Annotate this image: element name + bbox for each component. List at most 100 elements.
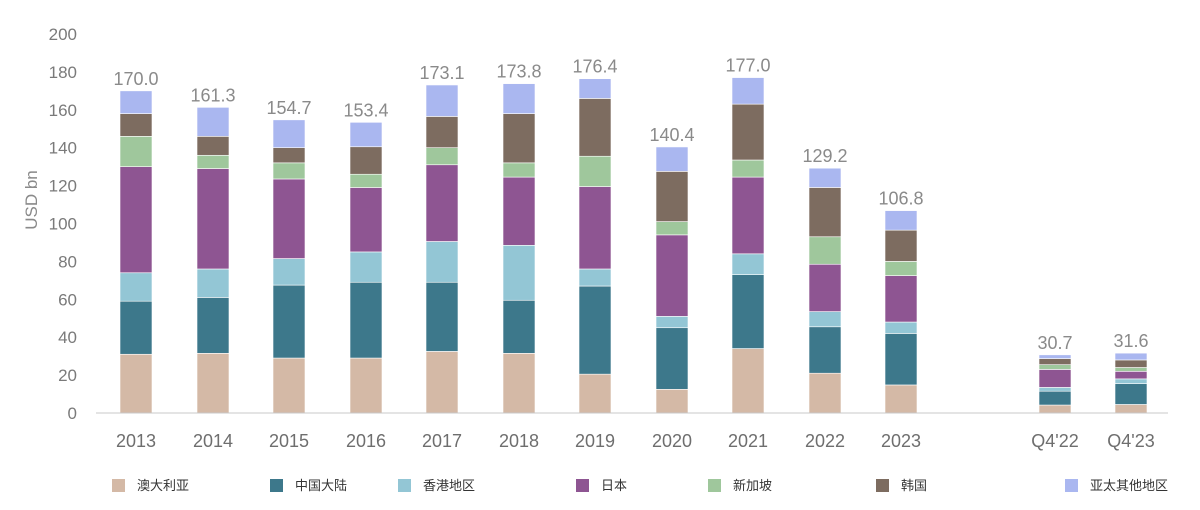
bar-segment bbox=[119, 353, 153, 414]
y-tick-label: 200 bbox=[49, 25, 77, 44]
y-tick-label: 120 bbox=[49, 177, 77, 196]
bar-stack bbox=[1114, 352, 1148, 414]
x-tick-label: 2015 bbox=[269, 431, 309, 451]
total-label: 153.4 bbox=[343, 100, 388, 120]
legend-label: 澳大利亚 bbox=[137, 478, 189, 494]
bar-segment bbox=[731, 103, 765, 161]
bar-segment bbox=[884, 321, 918, 334]
bar-stack bbox=[578, 78, 612, 414]
y-tick-label: 100 bbox=[49, 215, 77, 234]
bar-segment bbox=[655, 327, 689, 390]
x-tick-label: 2020 bbox=[652, 431, 692, 451]
bar-segment bbox=[425, 116, 459, 149]
x-tick-label: Q4'23 bbox=[1107, 431, 1154, 451]
bar-segment bbox=[502, 353, 536, 414]
bar-segment bbox=[731, 176, 765, 255]
x-axis: 2013 2014 2015 2016 2017 2018 2019 2020 2021 2022… bbox=[116, 431, 1155, 451]
bar-segment bbox=[731, 253, 765, 275]
total-label: 177.0 bbox=[725, 56, 770, 76]
y-tick-label: 160 bbox=[49, 101, 77, 120]
x-tick-label: 2021 bbox=[728, 431, 768, 451]
bar-segment bbox=[425, 147, 459, 166]
bar-segment bbox=[808, 263, 842, 312]
bar-stack bbox=[502, 83, 536, 414]
legend-swatch bbox=[270, 479, 283, 492]
total-label: 176.4 bbox=[572, 57, 617, 77]
bar-segment bbox=[349, 173, 383, 188]
bar-segment bbox=[272, 162, 306, 180]
bar-segment bbox=[425, 351, 459, 414]
bar-segment bbox=[1114, 352, 1148, 361]
bar-segment bbox=[272, 178, 306, 259]
bar-stack bbox=[349, 122, 383, 414]
x-tick-label: 2017 bbox=[422, 431, 462, 451]
bar-segment bbox=[808, 311, 842, 328]
bar-segment bbox=[578, 98, 612, 157]
bar-segment bbox=[578, 155, 612, 187]
bar-segment bbox=[1114, 367, 1148, 372]
bar-segment bbox=[425, 84, 459, 117]
total-label: 173.1 bbox=[419, 63, 464, 83]
bar-segment bbox=[808, 326, 842, 374]
y-axis: 0 20 40 60 80 100 120 140 160 180 200 bbox=[49, 25, 77, 423]
bar-segment bbox=[196, 268, 230, 298]
bar-segment bbox=[884, 384, 918, 414]
bar-stack bbox=[731, 77, 765, 414]
bar-segment bbox=[578, 78, 612, 99]
y-tick-label: 40 bbox=[58, 328, 77, 347]
bar-segment bbox=[119, 90, 153, 114]
x-tick-label: 2023 bbox=[881, 431, 921, 451]
bar-segment bbox=[502, 83, 536, 114]
bar-segment bbox=[119, 300, 153, 355]
y-axis-title: USD bn bbox=[22, 170, 41, 230]
bar-segment bbox=[1114, 371, 1148, 380]
bar-segment bbox=[1038, 404, 1072, 414]
bar-segment bbox=[502, 244, 536, 301]
bar-segment bbox=[502, 176, 536, 246]
legend-swatch bbox=[708, 479, 721, 492]
y-tick-label: 20 bbox=[58, 366, 77, 385]
legend: 澳大利亚 中国大陆 香港地区 日本 新加坡 韩国 亚太其他地区 bbox=[112, 478, 1168, 494]
y-tick-label: 140 bbox=[49, 139, 77, 158]
total-label: 31.6 bbox=[1113, 331, 1148, 351]
legend-item: 新加坡 bbox=[708, 478, 772, 494]
x-tick-label: Q4'22 bbox=[1031, 431, 1078, 451]
bar-segment bbox=[655, 221, 689, 236]
legend-label: 中国大陆 bbox=[295, 478, 347, 494]
legend-item: 中国大陆 bbox=[270, 478, 347, 494]
bar-stack bbox=[655, 146, 689, 414]
y-tick-label: 180 bbox=[49, 63, 77, 82]
legend-label: 韩国 bbox=[901, 479, 927, 494]
bars bbox=[119, 77, 1148, 414]
bar-segment bbox=[731, 348, 765, 414]
bar-segment bbox=[1038, 358, 1072, 365]
legend-item: 香港地区 bbox=[398, 479, 475, 494]
bar-segment bbox=[196, 297, 230, 354]
total-label: 154.7 bbox=[266, 98, 311, 118]
total-label: 170.0 bbox=[113, 69, 158, 89]
bar-segment bbox=[349, 357, 383, 414]
bar-segment bbox=[349, 187, 383, 253]
bar-segment bbox=[196, 353, 230, 414]
legend-item: 韩国 bbox=[876, 479, 927, 494]
bar-segment bbox=[1038, 364, 1072, 370]
legend-swatch bbox=[1065, 479, 1078, 492]
legend-item: 亚太其他地区 bbox=[1065, 479, 1168, 494]
bar-stack bbox=[884, 210, 918, 414]
bar-segment bbox=[884, 275, 918, 323]
y-tick-label: 80 bbox=[58, 252, 77, 271]
bar-segment bbox=[119, 113, 153, 137]
bar-stack bbox=[196, 107, 230, 414]
bar-segment bbox=[502, 162, 536, 178]
bar-segment bbox=[425, 281, 459, 352]
bar-segment bbox=[578, 268, 612, 287]
x-tick-label: 2014 bbox=[193, 431, 233, 451]
total-label: 173.8 bbox=[496, 62, 541, 82]
bar-segment bbox=[272, 357, 306, 414]
legend-label: 香港地区 bbox=[423, 479, 475, 494]
bar-segment bbox=[272, 284, 306, 359]
bar-segment bbox=[502, 299, 536, 354]
bar-segment bbox=[196, 136, 230, 156]
bar-segment bbox=[502, 113, 536, 164]
